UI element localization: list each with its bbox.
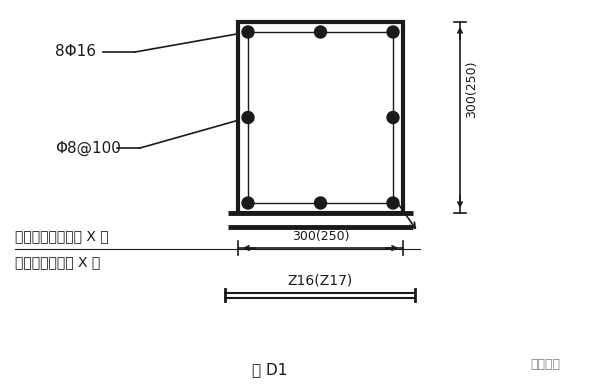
- Circle shape: [314, 197, 327, 209]
- Circle shape: [314, 26, 327, 38]
- Text: 图 D1: 图 D1: [253, 362, 287, 378]
- Circle shape: [387, 197, 399, 209]
- Text: 300(250): 300(250): [292, 230, 349, 243]
- Text: Z16(Z17): Z16(Z17): [287, 274, 352, 288]
- Text: 8Φ16: 8Φ16: [55, 45, 96, 59]
- Text: Φ8@100: Φ8@100: [55, 140, 121, 156]
- Bar: [238, 22, 403, 213]
- Circle shape: [242, 26, 254, 38]
- Circle shape: [387, 26, 399, 38]
- Text: 300(250): 300(250): [465, 60, 479, 118]
- Circle shape: [242, 111, 254, 123]
- Circle shape: [387, 111, 399, 123]
- Text: 豆丁施工: 豆丁施工: [530, 359, 560, 371]
- Text: 见设计变更通知单 X 号: 见设计变更通知单 X 号: [15, 229, 109, 243]
- Bar: [248, 32, 393, 203]
- Circle shape: [242, 197, 254, 209]
- Text: 或工程洽商记录 X 号: 或工程洽商记录 X 号: [15, 255, 101, 269]
